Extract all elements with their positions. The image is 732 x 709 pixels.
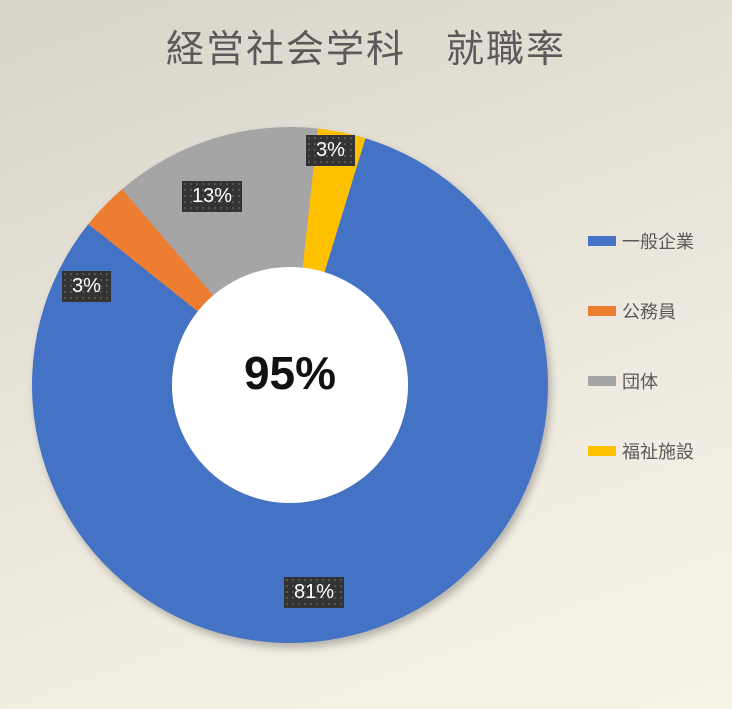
legend-swatch	[588, 236, 616, 246]
legend-label: 一般企業	[622, 228, 694, 254]
legend-swatch	[588, 306, 616, 316]
chart-title: 経営社会学科 就職率	[0, 18, 732, 73]
slice-label-一般企業: 81%	[284, 577, 344, 608]
legend-item-福祉施設: 福祉施設	[588, 438, 694, 464]
legend-label: 福祉施設	[622, 438, 694, 464]
slice-label-福祉施設: 3%	[306, 135, 355, 166]
legend-swatch	[588, 446, 616, 456]
legend: 一般企業公務員団体福祉施設	[588, 228, 694, 508]
legend-item-公務員: 公務員	[588, 298, 694, 324]
slice-label-公務員: 3%	[62, 271, 111, 302]
legend-label: 公務員	[622, 298, 676, 324]
donut-svg	[20, 115, 560, 655]
donut-hole	[172, 267, 408, 503]
legend-swatch	[588, 376, 616, 386]
donut-chart: 95% 81%3%13%3%	[20, 115, 560, 655]
legend-item-団体: 団体	[588, 368, 694, 394]
legend-item-一般企業: 一般企業	[588, 228, 694, 254]
slice-label-団体: 13%	[182, 181, 242, 212]
legend-label: 団体	[622, 368, 658, 394]
